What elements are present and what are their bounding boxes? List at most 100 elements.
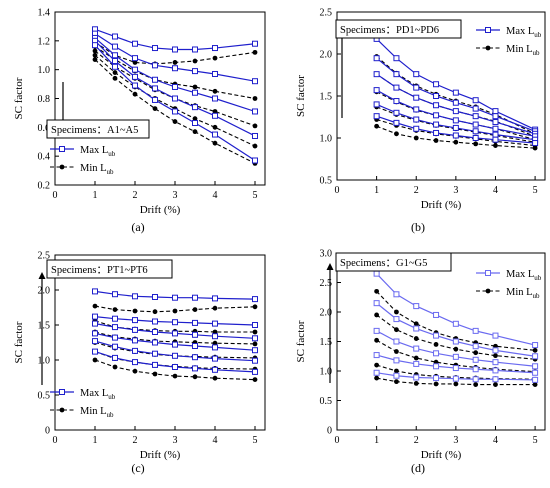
min-lub-marker: [92, 57, 98, 62]
max-lub-marker: [492, 332, 499, 339]
y-axis-label: SC factor: [13, 321, 25, 363]
min-lub-marker: [212, 55, 218, 61]
max-lub-marker: [172, 364, 178, 370]
max-lub-marker: [532, 353, 539, 360]
max-lub-series-1: [94, 28, 256, 51]
x-tick-label: 5: [253, 435, 258, 446]
min-lub-marker: [394, 327, 399, 333]
min-lub-marker: [413, 355, 419, 361]
y-tick-label: 2.0: [320, 50, 333, 61]
legend-max-label: Max Lub: [80, 145, 116, 158]
legend-min-label: Min Lub: [506, 44, 540, 57]
max-lub-marker: [413, 303, 420, 310]
max-lub-marker: [373, 55, 380, 62]
min-lub-marker: [112, 364, 118, 370]
y-tick-label: 1.0: [38, 356, 51, 367]
max-lub-marker: [212, 131, 218, 138]
y-tick-label: 1.5: [320, 92, 333, 103]
max-lub-marker: [92, 348, 98, 355]
min-lub-marker: [152, 309, 158, 315]
min-lub-marker: [394, 379, 399, 385]
x-axis-label: Drift (%): [421, 449, 462, 461]
specimens-box: [335, 19, 462, 39]
max-lub-marker: [112, 63, 118, 70]
max-lub-series-3: [94, 37, 256, 113]
min-lub-series-5: [94, 59, 256, 164]
legend-max-subscript: ub: [534, 274, 542, 282]
y-tick-label: 1.0: [320, 134, 333, 145]
max-lub-marker: [393, 109, 400, 116]
min-lub-marker: [152, 106, 158, 111]
min-lub-marker: [532, 347, 538, 353]
min-lub-marker: [433, 381, 439, 387]
max-lub-marker: [492, 125, 499, 132]
min-lub-marker: [92, 357, 98, 363]
x-tick-label: 0: [53, 435, 58, 446]
x-tick-label: 1: [374, 185, 379, 196]
min-lub-marker: [252, 304, 258, 310]
max-lub-marker: [92, 42, 98, 49]
max-lub-marker: [452, 99, 459, 106]
min-lub-marker: [433, 138, 439, 143]
max-lub-marker: [433, 102, 440, 109]
max-lub-series-1: [376, 273, 536, 346]
y-tick-label: 0.5: [38, 391, 51, 402]
min-lub-marker: [192, 116, 198, 122]
max-lub-marker: [532, 140, 539, 147]
legend-min-label: Min Lub: [80, 406, 114, 419]
min-lub-marker: [252, 49, 258, 55]
min-lub-series-1: [376, 290, 536, 351]
specimens-label: Specimens：A1~A5: [51, 125, 138, 136]
max-lub-marker: [192, 343, 198, 349]
min-lub-marker: [433, 342, 439, 347]
legend-min-marker: [59, 164, 65, 170]
trend-arrow: [38, 272, 46, 385]
max-lub-marker: [252, 40, 258, 47]
max-lub-marker: [393, 84, 400, 91]
x-tick-label: 0: [53, 190, 58, 201]
y-tick-label: 0.4: [38, 152, 51, 163]
min-lub-marker: [394, 131, 399, 137]
min-lub-marker: [413, 321, 419, 327]
min-lub-marker: [172, 60, 178, 65]
max-lub-marker: [252, 108, 258, 115]
max-lub-marker: [132, 293, 138, 300]
legend-max-subscript: ub: [108, 393, 116, 401]
min-lub-marker: [192, 84, 198, 90]
max-lub-marker: [492, 131, 499, 138]
min-lub-marker: [374, 375, 380, 381]
max-lub-marker: [393, 119, 400, 126]
max-lub-marker: [132, 40, 138, 47]
y-tick-label: 2.5: [320, 278, 333, 289]
max-lub-series-5: [376, 103, 536, 141]
y-axis-label: SC factor: [295, 320, 307, 362]
max-lub-marker: [393, 338, 400, 345]
x-tick-label: 3: [173, 435, 178, 446]
x-tick-label: 5: [533, 185, 538, 196]
max-lub-marker: [112, 52, 118, 59]
max-lub-marker: [252, 357, 258, 364]
max-lub-marker: [373, 369, 380, 376]
max-lub-marker: [172, 352, 178, 359]
max-lub-marker: [373, 300, 380, 307]
max-lub-marker: [252, 78, 258, 85]
max-lub-marker: [472, 135, 479, 141]
min-lub-marker: [132, 368, 138, 374]
x-tick-label: 4: [213, 435, 218, 446]
max-lub-marker: [172, 330, 178, 337]
max-lub-marker: [152, 62, 158, 69]
min-lub-marker: [92, 303, 98, 309]
min-lub-marker: [374, 123, 380, 129]
max-lub-marker: [433, 121, 440, 128]
max-lub-marker: [373, 87, 380, 94]
max-lub-marker: [92, 330, 98, 337]
max-lub-marker: [112, 43, 118, 50]
x-tick-label: 4: [493, 185, 498, 196]
min-lub-marker: [252, 123, 258, 129]
panel-label: (d): [411, 461, 425, 475]
max-lub-marker: [532, 363, 539, 370]
max-lub-marker: [492, 136, 499, 143]
max-lub-marker: [92, 320, 98, 327]
min-lub-series-6: [94, 359, 256, 381]
